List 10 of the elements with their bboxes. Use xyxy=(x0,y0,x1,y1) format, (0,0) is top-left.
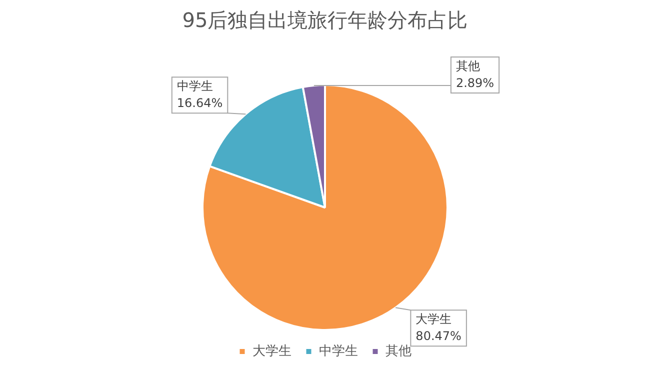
slice-label: 其他 xyxy=(456,59,480,74)
data-label: 16.64% xyxy=(176,96,223,110)
slice-label: 中学生 xyxy=(176,79,213,94)
slice-label: 大学生 xyxy=(416,312,452,326)
chart-title: 95后独自出境旅行年龄分布占比 xyxy=(182,8,468,32)
legend-label: 其他 xyxy=(385,344,412,359)
data-label: 80.47% xyxy=(416,329,462,344)
legend-label: 大学生 xyxy=(252,344,292,359)
legend-label: 中学生 xyxy=(318,344,358,359)
data-label: 2.89% xyxy=(456,76,494,90)
